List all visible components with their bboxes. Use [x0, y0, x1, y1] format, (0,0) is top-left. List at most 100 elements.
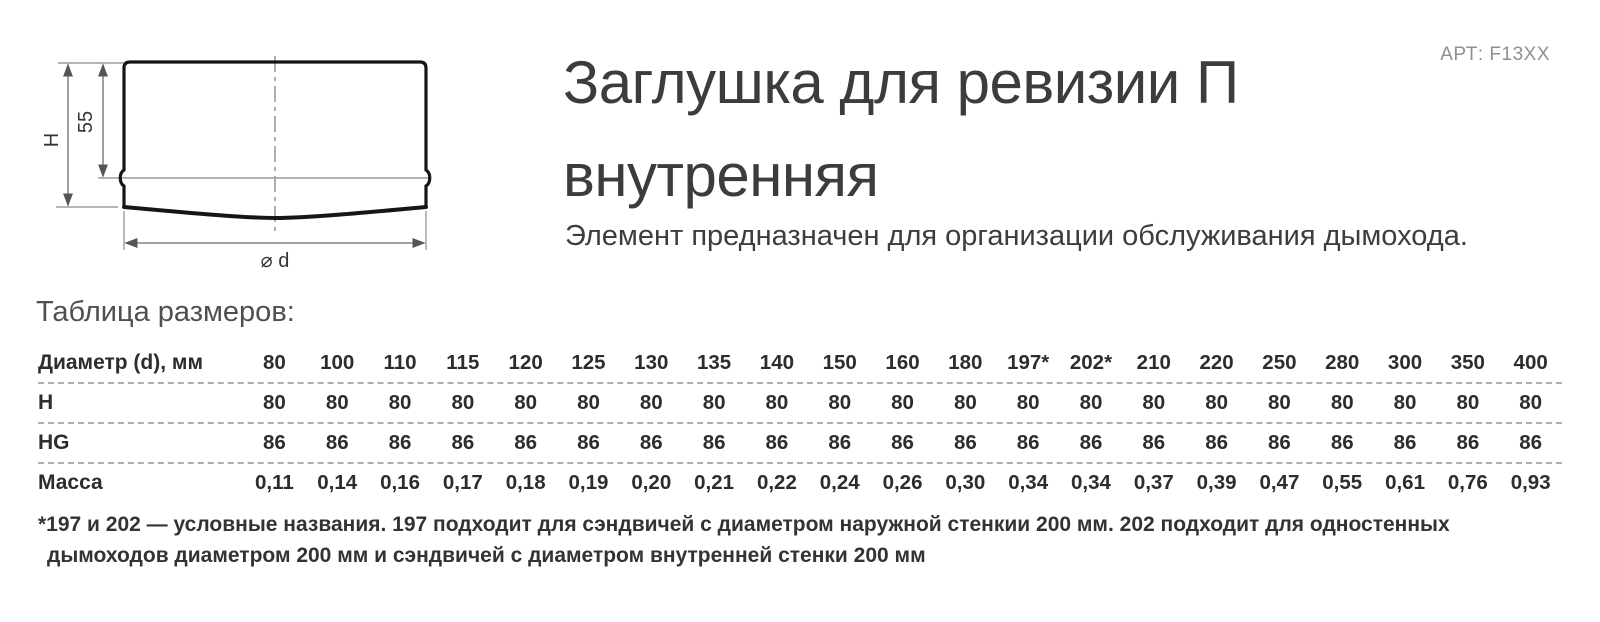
cell-value: 0,20	[631, 471, 672, 494]
cell-value: 86	[1142, 431, 1166, 454]
cell-value: 86	[263, 431, 286, 454]
footnote: *197 и 202 — условные названия. 197 подх…	[38, 509, 1508, 571]
cell-value: 250	[1262, 351, 1297, 374]
table-row: Масса 0,11 0,14 0,16 0,17 0,18 0,19 0,20 0,21 0,2…	[38, 462, 1562, 502]
cell-value: 280	[1325, 351, 1360, 374]
cell-value: 0,93	[1510, 471, 1551, 494]
product-description: Элемент предназначен для организации обс…	[565, 220, 1468, 252]
cell-value: 86	[388, 431, 412, 454]
cell-value: 80	[1016, 391, 1040, 414]
cell-value: 80	[1205, 391, 1228, 414]
cell-value: 0,61	[1385, 471, 1425, 494]
cell-value: 202*	[1069, 351, 1113, 374]
cell-value: 86	[953, 431, 977, 454]
cell-value: 400	[1513, 351, 1548, 374]
part-bottom-edge	[122, 205, 428, 221]
cell-value: 80	[514, 391, 538, 414]
footnote-line1: *197 и 202 — условные названия. 197 подх…	[38, 513, 1450, 536]
cell-value: 0,30	[945, 471, 986, 494]
cell-value: 350	[1450, 351, 1485, 374]
cell-value: 86	[702, 431, 726, 454]
size-table-heading: Таблица размеров:	[36, 296, 295, 328]
cell-value: 80	[263, 391, 286, 414]
page-title-line1: Заглушка для ревизии П	[563, 49, 1239, 116]
cell-value: 140	[759, 351, 795, 374]
table-row: HG 86 86 86 86 86 86 86 86 86 86 86 86 86 86 86 86 86 86 86…	[38, 422, 1562, 462]
cell-value: 80	[451, 391, 475, 414]
cell-value: 180	[948, 351, 983, 374]
cell-value: 0,11	[255, 471, 294, 494]
cell-value: 115	[446, 351, 480, 374]
table-row: Диаметр (d), мм 80 100 110 115 120 125 130 135 14…	[38, 344, 1562, 382]
cell-value: 86	[639, 431, 663, 454]
cell-value: 0,39	[1196, 471, 1237, 494]
cell-value: 197*	[1007, 351, 1050, 374]
cell-value: 0,34	[1008, 471, 1049, 494]
cell-value: 125	[571, 351, 606, 374]
cell-value: 80	[828, 391, 852, 414]
cell-value: 0,16	[380, 471, 420, 494]
cell-value: 0,47	[1259, 471, 1300, 494]
cell-value: 0,34	[1071, 471, 1111, 494]
cell-value: 80	[577, 391, 600, 414]
cell-value: 80	[702, 391, 726, 414]
cell-value: 220	[1199, 351, 1234, 374]
cell-value: 86	[1519, 431, 1543, 454]
cell-value: 135	[696, 351, 732, 374]
cell-value: 160	[885, 351, 920, 374]
cell-value: 300	[1387, 351, 1423, 374]
cell-value: 0,17	[442, 471, 483, 494]
cell-value: 86	[1205, 431, 1228, 454]
cell-value: 0,19	[568, 471, 609, 494]
dimension-55-label: 55	[75, 111, 97, 133]
cell-value: 0,24	[819, 471, 860, 494]
dimension-d-label: ⌀ d	[261, 250, 290, 272]
cell-value: 100	[320, 351, 355, 374]
cell-value: 0,37	[1133, 471, 1174, 494]
row-label: HG	[38, 431, 70, 454]
cell-value: 80	[1330, 391, 1354, 414]
cell-value: 0,14	[317, 471, 358, 494]
cell-value: 80	[388, 391, 412, 414]
cell-value: 86	[514, 431, 538, 454]
table-row: H 80 80 80 80 80 80 80 80 80 80 80 80 80 80 80 80 80 80 80 8…	[38, 382, 1562, 422]
cell-value: 86	[1456, 431, 1480, 454]
cell-value: 0,22	[756, 471, 797, 494]
cell-value: 210	[1136, 351, 1171, 374]
cell-value: 80	[325, 391, 349, 414]
cell-value: 80	[1142, 391, 1166, 414]
cell-value: 0,21	[694, 471, 735, 494]
cell-value: 86	[828, 431, 852, 454]
cell-value: 110	[383, 351, 417, 374]
cell-value: 86	[1079, 431, 1103, 454]
cell-value: 86	[1268, 431, 1291, 454]
footnote-line2: дымоходов диаметром 200 мм и сэндвичей с…	[47, 544, 926, 567]
product-drawing: H 55 ⌀ d	[41, 56, 432, 272]
part-outline	[118, 60, 432, 209]
cell-value: 86	[765, 431, 789, 454]
cell-value: 0,76	[1447, 471, 1488, 494]
cell-value: 86	[891, 431, 914, 454]
page-title: Заглушка для ревизии П внутренняя	[563, 36, 1463, 222]
row-label: H	[38, 391, 54, 414]
cell-value: 80	[1393, 391, 1417, 414]
cell-value: 80	[891, 391, 914, 414]
cell-value: 0,55	[1322, 471, 1363, 494]
cell-value: 80	[953, 391, 977, 414]
page-title-line2: внутренняя	[563, 142, 879, 209]
cell-value: 86	[1016, 431, 1040, 454]
cell-value: 86	[1393, 431, 1417, 454]
row-label: Масса	[38, 471, 103, 494]
cell-value: 80	[1268, 391, 1291, 414]
cell-value: 0,26	[882, 471, 923, 494]
dimension-h-label: H	[41, 133, 63, 147]
cell-value: 120	[508, 351, 543, 374]
cell-value: 80	[765, 391, 789, 414]
cell-value: 130	[634, 351, 669, 374]
cell-value: 80	[1456, 391, 1480, 414]
article-code: АРТ: F13XX	[1440, 44, 1550, 65]
cell-value: 0,18	[505, 471, 546, 494]
cell-value: 80	[1519, 391, 1543, 414]
cell-value: 150	[822, 351, 857, 374]
cell-value: 80	[639, 391, 663, 414]
